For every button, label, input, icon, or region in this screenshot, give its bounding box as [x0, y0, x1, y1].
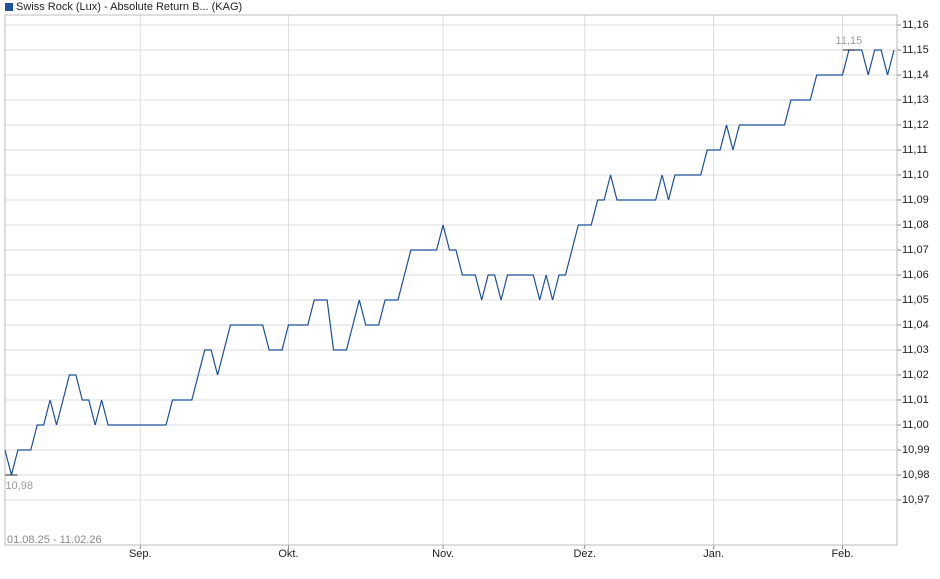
y-tick-label: 11,12	[902, 119, 929, 131]
y-tick-label: 11,09	[902, 194, 929, 206]
legend-label: Swiss Rock (Lux) - Absolute Return B... …	[16, 1, 242, 13]
series-line	[4, 49, 895, 476]
y-tick-label: 11,04	[902, 319, 929, 331]
y-tick-label: 11,11	[902, 144, 928, 156]
y-tick-label: 11,03	[902, 344, 929, 356]
x-tick-label: Okt.	[278, 548, 298, 560]
x-tick-label: Jan.	[703, 548, 724, 560]
y-tick-label: 11,02	[902, 369, 929, 381]
y-tick-label: 11,06	[902, 269, 929, 281]
max-label: 11,15	[836, 35, 863, 47]
y-tick-label: 10,97	[902, 494, 930, 506]
x-tick-label: Sep.	[129, 548, 152, 560]
y-tick-label: 11,00	[902, 419, 929, 431]
x-tick-label: Feb.	[831, 548, 853, 560]
y-tick-label: 11,07	[902, 244, 929, 256]
y-tick-label: 11,14	[902, 69, 929, 81]
x-tick-label: Nov.	[432, 548, 454, 560]
y-tick-label: 11,05	[902, 294, 929, 306]
min-label: 10,98	[5, 480, 33, 492]
y-tick-label: 11,10	[902, 169, 929, 181]
y-tick-label: 10,99	[902, 444, 930, 456]
y-tick-label: 11,13	[902, 94, 929, 106]
legend-swatch	[5, 3, 13, 11]
x-tick-label: Dez.	[573, 548, 596, 560]
date-range: 01.08.25 - 11.02.26	[7, 534, 102, 546]
y-tick-label: 10,98	[902, 469, 930, 481]
y-tick-label: 11,15	[902, 44, 929, 56]
y-tick-label: 11,16	[902, 19, 929, 31]
y-tick-label: 11,08	[902, 219, 929, 231]
plot-frame	[4, 14, 898, 546]
y-tick-label: 11,01	[902, 394, 929, 406]
